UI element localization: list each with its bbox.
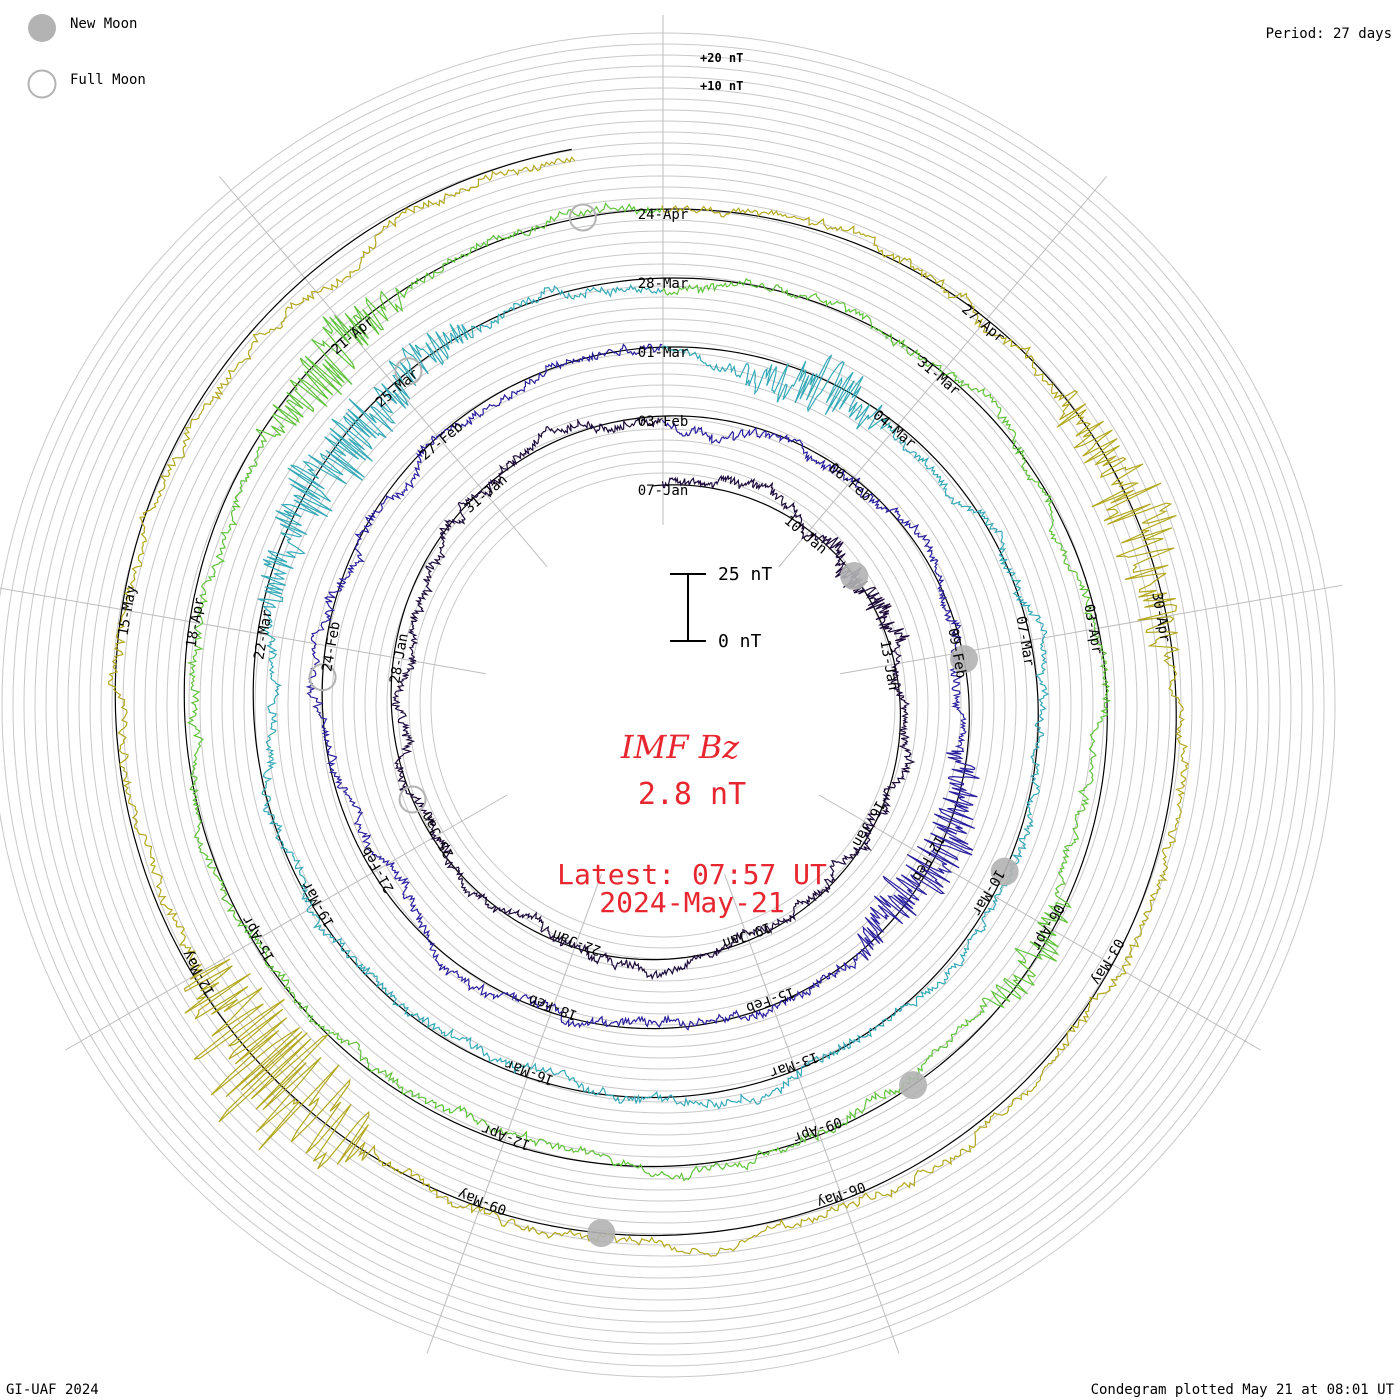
- bz-series: [107, 156, 1190, 1257]
- ring-label-plus10: +10 nT: [700, 79, 743, 93]
- date-label: 24-Apr: [638, 207, 689, 223]
- ring-label-plus20: +20 nT: [700, 51, 743, 65]
- date-label: 28-Jan: [387, 632, 412, 685]
- date-label: 03-May: [1088, 935, 1127, 987]
- date-label: 04-Mar: [870, 407, 919, 452]
- full-moon-marker: [398, 785, 427, 814]
- date-label: 07-Mar: [1012, 615, 1037, 668]
- credit-label: GI-UAF 2024: [6, 1382, 99, 1398]
- rotation-spoke: [0, 587, 486, 675]
- date-label: 10-Mar: [968, 866, 1007, 918]
- date-label: 27-Feb: [417, 419, 466, 464]
- bz-trace-rotation-2: [257, 283, 1050, 1110]
- current-value: 2.8 nT: [638, 777, 746, 812]
- date-label: 15-Apr: [239, 912, 278, 964]
- radial-grid: [0, 32, 1336, 1378]
- date-label: 27-Apr: [958, 301, 1007, 346]
- new-moon-legend-icon: [28, 14, 56, 42]
- scale-bottom-label: 0 nT: [718, 631, 762, 652]
- date-label: 07-Jan: [638, 483, 689, 499]
- date-label: 22-Jan: [550, 926, 603, 958]
- new-moon-marker: [990, 857, 1019, 886]
- chart-title-text: IMF Bz: [620, 728, 740, 766]
- zero-baselines: [114, 148, 1177, 1237]
- bz-trace-rotation-0: [391, 417, 916, 981]
- date-label: 16-Mar: [503, 1055, 556, 1087]
- rotation-spoke: [724, 873, 900, 1354]
- full-moon-marker: [568, 203, 597, 232]
- rotation-spoke: [219, 176, 548, 568]
- full-moon-legend-label: Full Moon: [70, 72, 146, 88]
- latest-date: 2024-May-21: [599, 886, 784, 919]
- period-label: Period: 27 days: [1266, 26, 1392, 42]
- bz-trace-rotation-4: [107, 156, 1190, 1257]
- full-moon-legend-icon: [27, 69, 57, 99]
- date-label: 28-Mar: [638, 276, 689, 292]
- zero-baseline-spiral: [114, 148, 1177, 1237]
- date-label: 19-Jan: [720, 919, 773, 951]
- full-moon-marker: [308, 663, 337, 692]
- date-label: 21-Apr: [329, 313, 378, 358]
- bz-trace-rotation-3: [186, 202, 1112, 1182]
- date-label: 13-Jan: [876, 639, 901, 692]
- scale-top-label: 25 nT: [718, 564, 772, 585]
- chart-title: IMF Bz: [620, 728, 740, 766]
- new-moon-marker: [587, 1219, 616, 1248]
- date-label: 01-Mar: [638, 345, 689, 361]
- date-tick-labels: 07-Jan10-Jan13-Jan16-Jan19-Jan22-Jan25-J…: [115, 207, 1172, 1217]
- date-label: 13-Mar: [767, 1048, 820, 1080]
- rotation-spoke: [840, 584, 1343, 675]
- scale-bar: [670, 573, 706, 642]
- new-moon-legend-label: New Moon: [70, 16, 137, 32]
- full-moon-marker: [394, 357, 423, 386]
- plotted-label: Condegram plotted May 21 at 08:01 UT: [1091, 1382, 1395, 1398]
- new-moon-marker: [899, 1071, 928, 1100]
- date-label: 03-Feb: [638, 414, 689, 430]
- bz-trace-rotation-1: [305, 343, 980, 1031]
- date-label: 12-Apr: [479, 1120, 532, 1152]
- date-label: 15-May: [115, 584, 140, 637]
- date-label: 03-Apr: [1080, 603, 1105, 656]
- latest-time: Latest: 07:57 UT: [557, 858, 827, 891]
- date-label: 06-Feb: [825, 460, 874, 505]
- date-label: 18-Feb: [527, 991, 580, 1023]
- new-moon-marker: [840, 562, 869, 591]
- moon-phase-markers: [308, 203, 1019, 1248]
- date-label: 06-Apr: [1028, 901, 1067, 953]
- new-moon-marker: [950, 645, 979, 674]
- date-label: 25-Jan: [418, 809, 457, 861]
- rotation-spoke: [426, 873, 602, 1354]
